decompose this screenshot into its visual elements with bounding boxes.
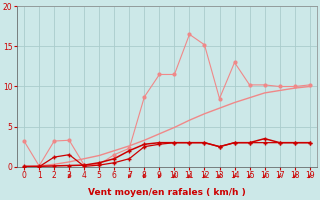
X-axis label: Vent moyen/en rafales ( km/h ): Vent moyen/en rafales ( km/h ): [88, 188, 246, 197]
